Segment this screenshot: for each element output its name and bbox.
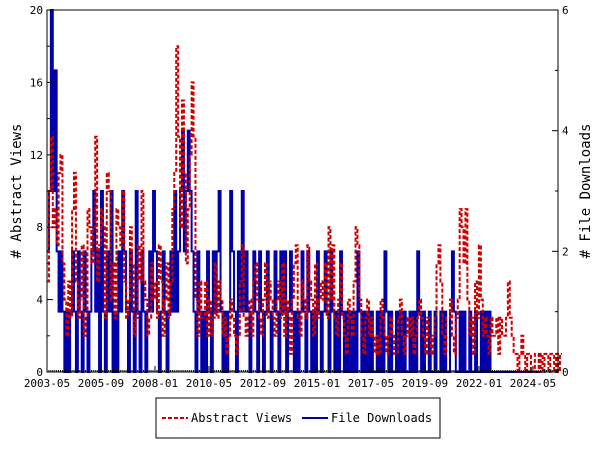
y-left-tick-label: 8 (36, 221, 43, 234)
y-axis-right: 0 2 4 6 (552, 4, 569, 379)
x-axis: 2003-05 2005-09 2008-01 2010-05 2012-09 2015-… (24, 366, 559, 390)
x-tick-label: 2010-05 (186, 377, 232, 390)
x-tick-label: 2017-05 (348, 377, 394, 390)
legend-label-file-downloads: File Downloads (331, 411, 432, 425)
y-right-tick-label: 4 (562, 125, 569, 138)
x-tick-label: 2012-09 (240, 377, 286, 390)
series-line-abstract-views (47, 45, 562, 373)
y-left-tick-label: 4 (36, 294, 43, 307)
y-right-tick-label: 6 (562, 4, 569, 17)
x-tick-label: 2019-09 (402, 377, 448, 390)
x-tick-label: 2005-09 (78, 377, 124, 390)
legend: Abstract Views File Downloads (155, 397, 441, 439)
y-right-tick-label: 2 (562, 245, 569, 258)
x-tick-label: 2015-01 (294, 377, 340, 390)
y-right-tick-label: 0 (562, 366, 569, 379)
y-axis-left-title: # Abstract Views (9, 124, 25, 259)
y-left-tick-label: 20 (30, 4, 43, 17)
y-left-tick-label: 12 (30, 149, 43, 162)
y-axis-left: 0 4 8 12 16 20 (30, 4, 53, 379)
x-tick-label: 2003-05 (24, 377, 70, 390)
x-tick-label: 2022-01 (456, 377, 502, 390)
y-left-tick-label: 0 (36, 366, 43, 379)
x-tick-label: 2008-01 (132, 377, 178, 390)
y-axis-right-title: # File Downloads (578, 124, 594, 259)
legend-box (155, 397, 441, 439)
y-left-tick-label: 16 (30, 76, 43, 89)
x-tick-label: 2024-05 (510, 377, 556, 390)
legend-label-abstract-views: Abstract Views (191, 411, 292, 425)
